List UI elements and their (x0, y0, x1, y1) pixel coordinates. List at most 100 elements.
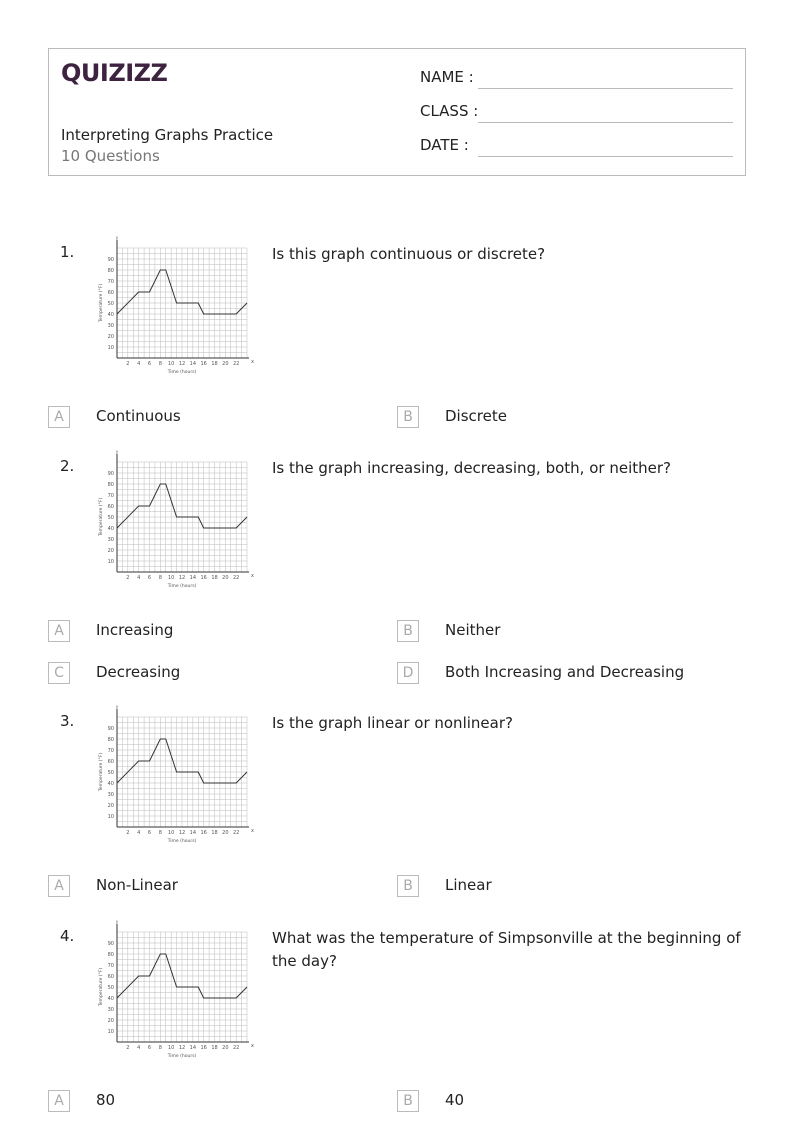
x-tick-label: 20 (222, 361, 228, 367)
option-letter: D (397, 662, 419, 684)
y-tick-label: 70 (108, 493, 114, 499)
x-tick-label: 20 (222, 575, 228, 581)
y-tick-label: 30 (108, 792, 114, 798)
y-axis-letter: y (116, 235, 119, 240)
y-tick-label: 70 (108, 748, 114, 754)
question-text: Is the graph linear or nonlinear? (272, 714, 513, 732)
x-tick-label: 14 (190, 830, 196, 836)
x-axis-letter: x (251, 1043, 254, 1049)
x-tick-label: 14 (190, 361, 196, 367)
option-text: Discrete (445, 407, 507, 425)
y-axis-letter: y (116, 449, 119, 454)
option-letter: B (397, 620, 419, 642)
x-tick-label: 18 (211, 361, 217, 367)
x-axis-label: Time (hours) (167, 838, 197, 844)
x-tick-label: 20 (222, 1045, 228, 1051)
x-axis-letter: x (251, 359, 254, 365)
y-axis-label: Temperature (°F) (98, 498, 104, 538)
option-letter: B (397, 875, 419, 897)
date-field: DATE : (420, 136, 733, 157)
name-label: NAME : (420, 68, 474, 86)
x-tick-label: 14 (190, 1045, 196, 1051)
x-tick-label: 16 (200, 575, 206, 581)
x-tick-label: 8 (159, 361, 162, 367)
question-text: Is the graph increasing, decreasing, bot… (272, 459, 671, 477)
y-tick-label: 60 (108, 974, 114, 980)
y-tick-label: 30 (108, 1007, 114, 1013)
y-tick-label: 50 (108, 301, 114, 307)
question-number: 4. (60, 927, 75, 945)
temperature-graph: y x 2 4 6 8 10 12 14 16 18 20 22 10 20 30 40 50 60 70 80 90 Ti… (98, 919, 254, 1059)
y-tick-label: 10 (108, 345, 114, 351)
y-tick-label: 80 (108, 737, 114, 743)
y-tick-label: 90 (108, 471, 114, 477)
x-tick-label: 2 (126, 575, 129, 581)
y-tick-label: 90 (108, 941, 114, 947)
option-letter: A (48, 406, 70, 428)
temperature-line (116, 269, 248, 315)
x-tick-label: 12 (179, 830, 185, 836)
y-tick-label: 40 (108, 781, 114, 787)
question-number: 2. (60, 457, 75, 475)
x-tick-label: 8 (159, 1045, 162, 1051)
x-tick-label: 10 (168, 361, 174, 367)
y-tick-label: 80 (108, 482, 114, 488)
x-tick-label: 2 (126, 361, 129, 367)
y-tick-label: 10 (108, 559, 114, 565)
y-tick-label: 10 (108, 1029, 114, 1035)
temperature-graph: y x 2 4 6 8 10 12 14 16 18 20 22 10 20 30 40 50 60 70 80 90 Ti… (98, 449, 254, 589)
y-tick-label: 20 (108, 803, 114, 809)
x-tick-label: 18 (211, 575, 217, 581)
x-axis-letter: x (251, 828, 254, 834)
option-letter: B (397, 406, 419, 428)
x-tick-label: 10 (168, 830, 174, 836)
y-tick-label: 60 (108, 504, 114, 510)
y-tick-label: 70 (108, 963, 114, 969)
y-axis-label: Temperature (°F) (98, 968, 104, 1008)
question-number: 3. (60, 712, 75, 730)
x-tick-label: 22 (233, 361, 239, 367)
x-tick-label: 16 (200, 361, 206, 367)
option-text: Neither (445, 621, 501, 639)
x-tick-label: 4 (137, 575, 140, 581)
y-axis-label: Temperature (°F) (98, 284, 104, 324)
temperature-graph: y x 2 4 6 8 10 12 14 16 18 20 22 10 20 30 40 50 60 70 80 90 Ti… (98, 704, 254, 844)
question-count: 10 Questions (61, 147, 160, 165)
option-text: Linear (445, 876, 492, 894)
y-tick-label: 30 (108, 323, 114, 329)
temperature-graph: y x 2 4 6 8 10 12 14 16 18 20 22 10 20 30 40 50 60 70 80 90 Ti… (98, 235, 254, 375)
y-tick-label: 20 (108, 548, 114, 554)
option-letter: A (48, 1090, 70, 1112)
y-tick-label: 90 (108, 726, 114, 732)
x-tick-label: 2 (126, 830, 129, 836)
class-label: CLASS : (420, 102, 479, 120)
x-tick-label: 4 (137, 1045, 140, 1051)
y-tick-label: 60 (108, 290, 114, 296)
x-tick-label: 6 (148, 1045, 151, 1051)
x-tick-label: 12 (179, 361, 185, 367)
y-axis-label: Temperature (°F) (98, 753, 104, 793)
y-tick-label: 30 (108, 537, 114, 543)
x-tick-label: 18 (211, 1045, 217, 1051)
y-axis-letter: y (116, 919, 119, 924)
y-tick-label: 50 (108, 770, 114, 776)
y-tick-label: 20 (108, 1018, 114, 1024)
x-tick-label: 6 (148, 361, 151, 367)
temperature-line (116, 953, 248, 999)
x-tick-label: 10 (168, 1045, 174, 1051)
temperature-line (116, 738, 248, 784)
y-tick-label: 70 (108, 279, 114, 285)
x-axis-label: Time (hours) (167, 1053, 197, 1059)
option-text: 40 (445, 1091, 465, 1109)
question-text: What was the temperature of Simpsonville… (272, 929, 741, 970)
option-text: Increasing (96, 621, 174, 639)
worksheet-title: Interpreting Graphs Practice (61, 126, 274, 144)
x-tick-label: 4 (137, 361, 140, 367)
y-tick-label: 50 (108, 985, 114, 991)
option-letter: A (48, 875, 70, 897)
x-tick-label: 22 (233, 1045, 239, 1051)
y-tick-label: 80 (108, 268, 114, 274)
x-tick-label: 12 (179, 1045, 185, 1051)
option-text: Continuous (96, 407, 181, 425)
x-tick-label: 8 (159, 575, 162, 581)
